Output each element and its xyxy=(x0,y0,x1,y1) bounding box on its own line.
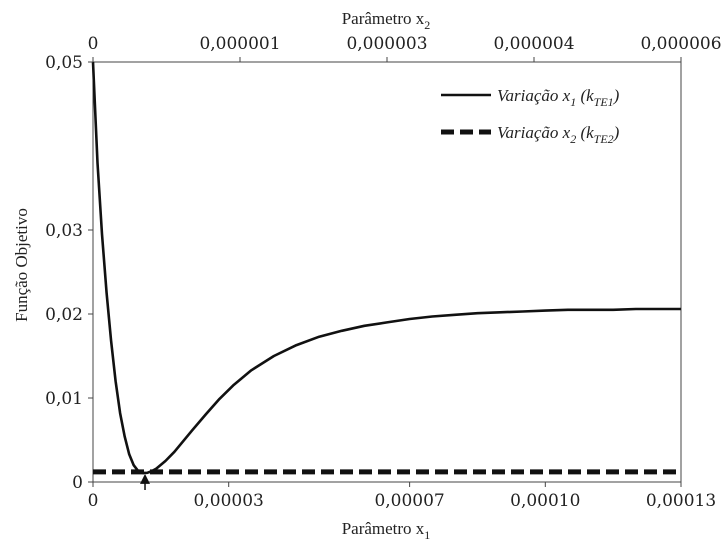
legend: Variação x1 (kTE1) Variação x2 (kTE2) xyxy=(441,86,620,146)
y-tick-label: 0 xyxy=(72,473,83,493)
legend-label-2: Variação x2 (kTE2) xyxy=(497,123,620,146)
minimum-arrow-head xyxy=(140,473,151,484)
x2-tick-label: 0,000006 xyxy=(640,34,721,54)
series-line-1 xyxy=(91,61,681,475)
y-tick-label: 0,05 xyxy=(45,53,83,73)
x1-tick-label: 0,00003 xyxy=(194,491,264,511)
x2-tick-label: 0,000003 xyxy=(346,34,427,54)
series-layer xyxy=(91,61,681,490)
legend-label-1: Variação x1 (kTE1) xyxy=(497,86,620,109)
x1-axis-title: Parâmetro x1 xyxy=(342,519,431,542)
x2-tick-label: 0,000004 xyxy=(493,34,574,54)
ticks-layer: 0 0,00003 0,00007 0,00010 0,00013 0 0,000001 0,… xyxy=(45,34,721,511)
x1-tick-label: 0,00007 xyxy=(374,491,444,511)
y-tick-label: 0,02 xyxy=(45,305,83,325)
y-axis-title: Função Objetivo xyxy=(12,208,31,322)
x2-tick-label: 0 xyxy=(88,34,99,54)
x2-axis-title: Parâmetro x2 xyxy=(342,9,431,32)
x2-tick-label: 0,000001 xyxy=(199,34,280,54)
x1-tick-label: 0,00010 xyxy=(510,491,580,511)
x1-tick-label: 0,00013 xyxy=(646,491,716,511)
y-tick-label: 0,03 xyxy=(45,221,83,241)
y-tick-label: 0,01 xyxy=(45,389,83,409)
x1-tick-label: 0 xyxy=(88,491,99,511)
